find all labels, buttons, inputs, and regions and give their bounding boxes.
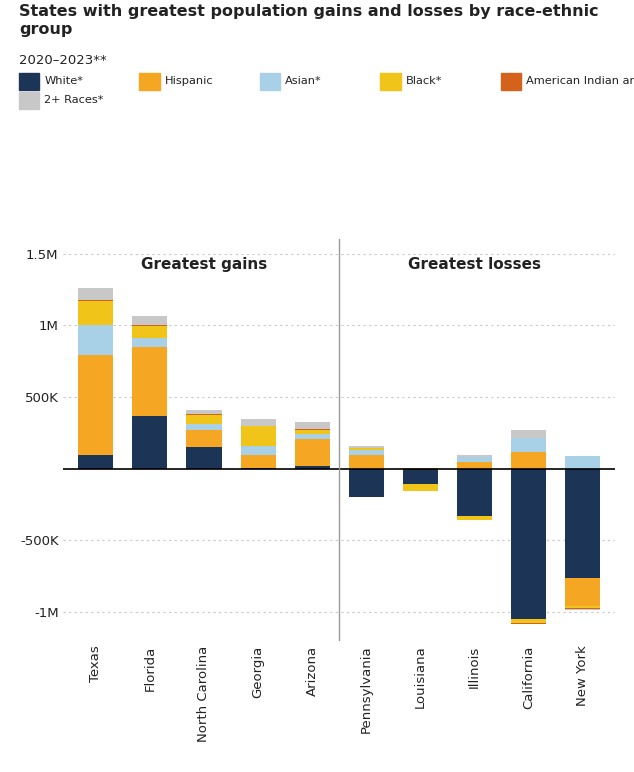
Bar [457, 469, 492, 516]
Text: Hispanic: Hispanic [165, 76, 214, 86]
Bar [133, 415, 167, 469]
Bar [240, 455, 276, 468]
Text: 2020–2023**: 2020–2023** [19, 54, 107, 67]
Bar [133, 326, 167, 337]
Bar [349, 449, 384, 455]
Text: American Indian and Alaska Native*: American Indian and Alaska Native* [526, 76, 634, 86]
Bar [565, 608, 600, 611]
Bar [133, 325, 167, 326]
Bar [295, 430, 330, 435]
Bar [511, 452, 546, 469]
Bar [457, 455, 492, 456]
Bar [78, 324, 113, 354]
Bar [457, 456, 492, 462]
Bar [511, 469, 546, 619]
Bar [78, 455, 113, 469]
Bar [78, 301, 113, 324]
Bar [511, 430, 546, 438]
Bar [133, 347, 167, 415]
Bar [186, 430, 221, 447]
Bar [133, 337, 167, 347]
Bar [565, 469, 600, 577]
Bar [295, 435, 330, 439]
Bar [186, 424, 221, 430]
Bar [565, 605, 600, 608]
Bar [78, 300, 113, 301]
Bar [511, 619, 546, 623]
Bar [403, 469, 438, 484]
Bar [186, 447, 221, 469]
Bar [565, 577, 600, 605]
Bar [133, 316, 167, 325]
Bar [186, 415, 221, 424]
Text: Black*: Black* [406, 76, 442, 86]
Bar [403, 484, 438, 491]
Bar [457, 462, 492, 469]
Bar [457, 516, 492, 520]
Text: Greatest losses: Greatest losses [408, 256, 541, 272]
Bar [240, 446, 276, 455]
Text: Asian*: Asian* [285, 76, 322, 86]
Bar [349, 445, 384, 449]
Text: White*: White* [44, 76, 83, 86]
Bar [295, 439, 330, 466]
Bar [565, 455, 600, 469]
Bar [186, 414, 221, 415]
Bar [240, 426, 276, 446]
Text: 2+ Races*: 2+ Races* [44, 96, 104, 105]
Bar [295, 466, 330, 469]
Bar [349, 469, 384, 497]
Text: States with greatest population gains and losses by race-ethnic
group: States with greatest population gains an… [19, 4, 598, 38]
Bar [186, 410, 221, 414]
Bar [78, 354, 113, 455]
Bar [511, 438, 546, 452]
Bar [511, 623, 546, 624]
Bar [78, 288, 113, 300]
Bar [295, 422, 330, 428]
Bar [295, 428, 330, 430]
Text: Greatest gains: Greatest gains [141, 256, 267, 272]
Bar [240, 419, 276, 426]
Bar [349, 455, 384, 469]
